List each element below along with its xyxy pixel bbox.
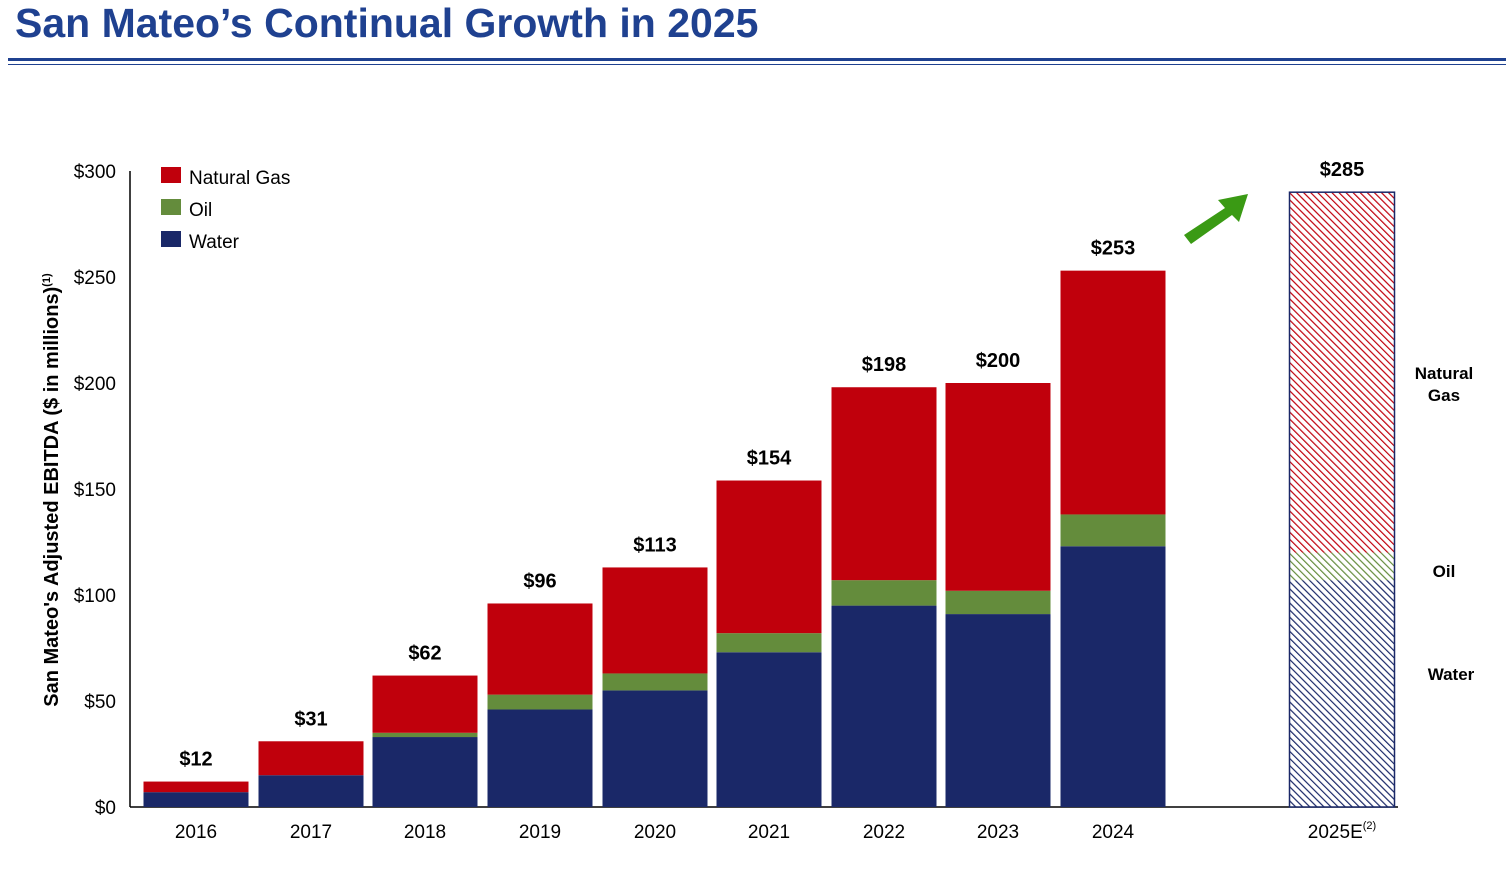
bar-segment-oil (487, 694, 593, 710)
bar-outline-estimate (1288, 191, 1396, 808)
bar-segment-natural-gas (602, 567, 708, 674)
y-axis-title-text: San Mateo's Adjusted EBITDA ($ in millio… (41, 287, 63, 707)
y-axis-title-footnote: (1) (41, 273, 53, 287)
bar-segment-water (487, 709, 593, 807)
bar-segment-natural-gas (258, 741, 364, 776)
bar-segment-water (258, 775, 364, 807)
bar-total-label: $62 (408, 643, 441, 665)
bar-total-label: $96 (523, 570, 556, 592)
bar-segment-oil (945, 590, 1051, 615)
side-label-water: Water (1428, 665, 1475, 684)
legend: Natural Gas Oil Water (161, 167, 290, 253)
bar-segment-natural-gas (1060, 270, 1166, 515)
bar-total-label: $113 (633, 534, 676, 556)
title-divider-thick (8, 58, 1506, 61)
y-tick-label: $300 (74, 162, 116, 183)
x-tick-label: 2020 (634, 822, 676, 843)
bar-segment-water (716, 652, 822, 807)
bar-segment-oil (716, 633, 822, 653)
bar-segment-oil (372, 732, 478, 738)
y-tick-label: $150 (74, 480, 116, 501)
bar-segment-natural-gas (143, 781, 249, 793)
bar-segment-oil (831, 580, 937, 606)
legend-label-natural-gas: Natural Gas (189, 168, 290, 189)
bar-total-label: $198 (862, 354, 907, 376)
y-tick-label: $0 (95, 798, 116, 819)
bar-segment-water (945, 614, 1051, 807)
bar-total-label: $285 (1320, 159, 1365, 181)
bar-segment-oil (602, 673, 708, 691)
bar-segment-natural-gas (1289, 192, 1395, 553)
y-axis-title: San Mateo's Adjusted EBITDA ($ in millio… (41, 273, 63, 707)
x-tick-label: 2017 (290, 822, 332, 843)
y-tick-label: $200 (74, 374, 116, 395)
y-tick-label: $100 (74, 586, 116, 607)
bar-segment-natural-gas (831, 387, 937, 581)
x-tick-footnote: (2) (1363, 820, 1376, 832)
y-tick-label: $250 (74, 268, 116, 289)
x-tick-label: 2024 (1092, 822, 1135, 843)
bar-segment-water (831, 605, 937, 807)
x-tick-label: 2016 (175, 822, 217, 843)
legend-swatch-water (161, 231, 181, 247)
bar-segment-natural-gas (487, 603, 593, 695)
legend-swatch-oil (161, 199, 181, 215)
side-label-oil: Oil (1433, 562, 1456, 581)
x-tick-label: 2022 (863, 822, 905, 843)
bar-segment-water (1060, 546, 1166, 807)
bar-segment-natural-gas (716, 480, 822, 634)
bar-total-label: $200 (976, 350, 1021, 372)
x-tick-label: 2019 (519, 822, 561, 843)
side-label-natural-gas-line: Gas (1428, 386, 1460, 405)
side-label-natural-gas-line: Natural (1415, 364, 1474, 383)
bar-segment-water (1289, 580, 1395, 807)
bar-segment-natural-gas (945, 383, 1051, 591)
bar-segment-natural-gas (372, 675, 478, 733)
legend-swatch-natural-gas (161, 167, 181, 183)
bar-total-label: $12 (179, 749, 212, 771)
bar-total-label: $31 (294, 708, 327, 730)
bar-total-label: $253 (1091, 238, 1136, 260)
bar-total-label: $154 (747, 448, 792, 470)
legend-label-oil: Oil (189, 200, 212, 221)
legend-label-water: Water (189, 232, 240, 253)
x-tick-label: 2021 (748, 822, 790, 843)
title-divider-thin (8, 64, 1506, 65)
bar-segment-water (372, 737, 478, 807)
growth-arrow-icon (1184, 194, 1248, 244)
page-title: San Mateo’s Continual Growth in 2025 (15, 0, 759, 46)
bar-segment-water (602, 690, 708, 807)
x-tick-label: 2018 (404, 822, 446, 843)
side-label-natural-gas: Natural Gas (1415, 364, 1474, 405)
bar-segment-water (143, 792, 249, 807)
y-tick-label: $50 (84, 692, 116, 713)
x-tick-label: 2023 (977, 822, 1019, 843)
bar-segment-oil (1289, 552, 1395, 581)
bar-segment-oil (1060, 514, 1166, 547)
x-tick-label: 2025E(2) (1308, 820, 1376, 843)
